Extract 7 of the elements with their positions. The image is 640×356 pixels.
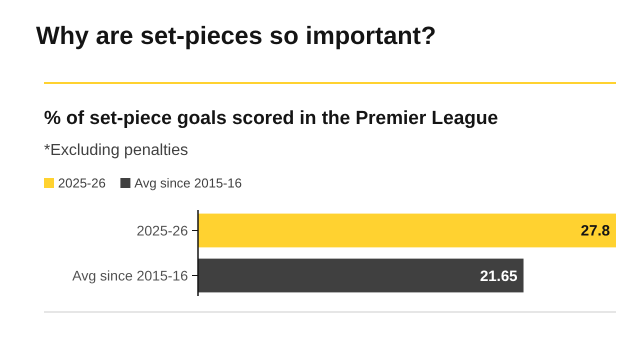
legend-label: 2025-26 — [58, 176, 106, 191]
data-label: 27.8 — [580, 222, 610, 240]
data-label: 21.65 — [480, 268, 518, 285]
text: *Excluding penalties — [44, 142, 188, 159]
chart-subtitle: % of set-piece goals scored in the Premier League — [44, 108, 498, 129]
legend-label: Avg since 2015-16 — [134, 176, 242, 191]
chart-title: Why are set-pieces so important? — [36, 22, 436, 50]
